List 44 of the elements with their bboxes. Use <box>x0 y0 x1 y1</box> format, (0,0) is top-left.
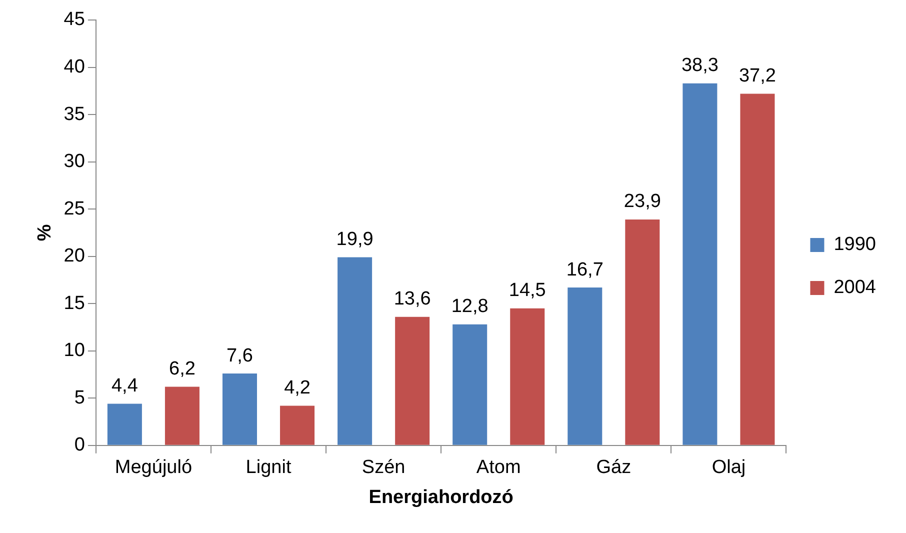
y-axis-title: % <box>34 224 56 242</box>
bar <box>740 94 775 445</box>
y-tick-label: 0 <box>74 434 85 456</box>
data-label: 14,5 <box>508 280 546 302</box>
data-label: 4,2 <box>284 377 310 398</box>
bar <box>568 288 602 445</box>
y-tick-label: 45 <box>64 9 85 30</box>
bar <box>164 386 200 445</box>
data-label: 6,2 <box>169 358 196 380</box>
y-tick-label: 30 <box>64 151 85 172</box>
bar <box>280 406 315 445</box>
bar <box>682 83 718 445</box>
x-tick-label: Atom <box>476 457 521 478</box>
bar <box>625 219 660 445</box>
data-label: 16,7 <box>566 259 604 280</box>
x-tick-label: Megújuló <box>114 457 192 478</box>
x-tick-label: Szén <box>362 457 406 478</box>
bar <box>222 374 258 445</box>
x-tick-label: Lignit <box>246 457 292 478</box>
data-label: 37,2 <box>738 65 776 86</box>
y-tick-label: 40 <box>64 56 85 78</box>
bar <box>510 308 545 445</box>
x-axis-title: Energiahordozó <box>368 486 514 508</box>
data-label: 7,6 <box>226 345 253 366</box>
data-label: 23,9 <box>624 191 661 212</box>
data-label: 12,8 <box>451 296 488 318</box>
y-tick-label: 20 <box>64 246 85 267</box>
x-tick-label: Gáz <box>596 457 632 478</box>
y-tick-label: 10 <box>64 340 85 362</box>
bar <box>395 316 430 445</box>
legend-label: 2004 <box>834 277 876 298</box>
bar <box>338 257 372 445</box>
x-tick-label: Olaj <box>712 457 746 478</box>
y-tick-label: 5 <box>74 387 85 408</box>
data-label: 4,4 <box>111 376 138 397</box>
legend-label: 1990 <box>834 234 876 256</box>
y-tick-label: 25 <box>64 198 85 220</box>
y-tick-label: 15 <box>64 292 85 314</box>
bar <box>107 404 142 445</box>
data-label: 19,9 <box>336 229 374 250</box>
y-tick-label: 35 <box>64 104 85 125</box>
data-label: 38,3 <box>681 55 718 76</box>
bar <box>452 324 488 445</box>
data-label: 13,6 <box>394 288 431 310</box>
